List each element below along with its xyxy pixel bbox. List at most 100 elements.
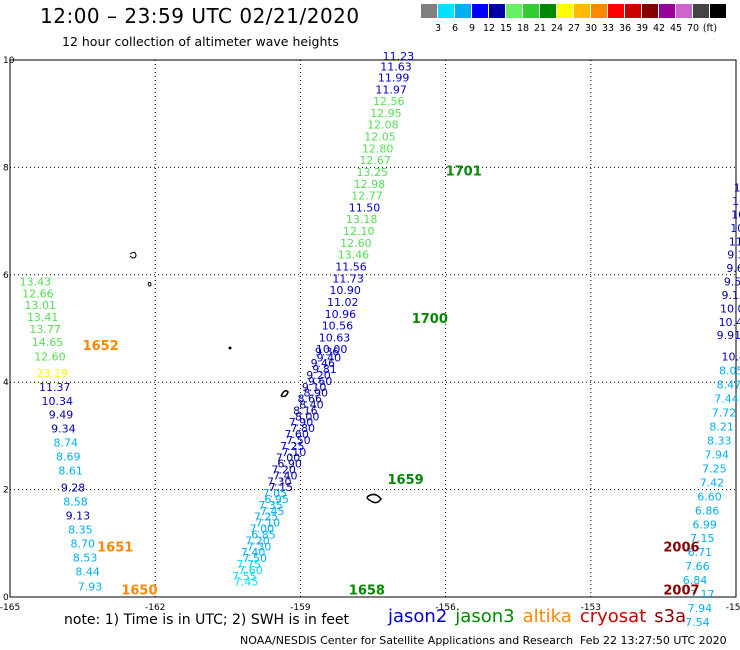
track-value: 7.10 [282,446,307,459]
track-value: 9.20 [306,369,331,382]
time-tag: 1650 [121,583,157,598]
track-value: 6.95 [264,493,289,506]
track-value: 13.43 [20,276,52,289]
track-value: 12.56 [373,95,405,108]
track-value: 11.23 [383,50,415,63]
track-value: 6.90 [277,458,302,471]
track-value: 8.53 [73,552,98,565]
scale-label: 3 [434,23,442,34]
track-value: 13.18 [346,213,378,226]
track-value: 7.25 [254,511,279,524]
x-tick-label: -150 [726,603,740,613]
track-value: 7.60 [284,428,309,441]
track-value: 12.95 [370,107,402,120]
legend-item-cryosat: cryosat [579,606,647,627]
track-value: 7.15 [269,481,294,494]
track-value: 7.30 [267,475,292,488]
track-value: 12.60 [34,351,65,364]
scale-swatch [710,4,726,18]
track-value: 7.94 [705,448,730,461]
track-value: 9.39 [727,249,740,262]
legend-item-jason3: jason3 [455,606,515,627]
island-shape [280,389,289,398]
time-tag: 1658 [349,583,385,598]
x-tick-label: -156 [435,603,456,613]
y-tick-label: 6 [3,271,9,281]
scale-swatch [421,4,437,18]
track-value: 23.19 [37,367,68,380]
track-value: 10. [731,208,740,221]
track-value: 7.30 [247,540,272,553]
y-tick-label: 0 [3,593,9,603]
track-value: 10.03 [720,302,740,315]
scale-label: 39 [635,23,649,34]
track-value: 7.45 [260,505,285,518]
y-tick-label: 2 [3,486,9,496]
track-value: 10.00 [316,343,348,356]
track-value: 12.67 [359,154,391,167]
track-value: 9.49 [49,409,74,422]
island-shape [228,346,232,350]
scale-label: 6 [451,23,459,34]
track-value: 7.20 [245,534,270,547]
scale-label: 27 [567,23,581,34]
x-tick-label: -165 [0,603,20,613]
track-value: 8.44 [75,566,100,579]
track-value: 9.51 [724,276,740,289]
track-value: 7.50 [243,552,268,565]
track-value: 7.10 [256,517,281,530]
generated-timestamp: Feb 22 13:27:50 UTC 2020 [580,634,727,647]
time-tag: 1700 [412,312,448,327]
track-value: 10.90 [329,284,361,297]
track-value: 9.46 [311,357,336,370]
track-value: 7.72 [712,407,737,420]
track-value: 7.93 [78,581,103,594]
map-subtitle: 12 hour collection of altimeter wave hei… [62,34,339,49]
track-value: 12.66 [22,287,53,300]
track-value: 7.60 [238,564,263,577]
time-tag: 1701 [446,164,482,179]
x-tick-label: -153 [581,603,601,613]
track-value: 11.99 [378,71,410,84]
scale-label: 36 [618,23,632,34]
track-value: 7.20 [271,463,296,476]
track-value: 12.05 [364,131,396,144]
time-tag: 1659 [388,473,424,488]
track-value: 10.9 [732,195,740,208]
track-value: 11.73 [332,272,364,285]
track-value: 7.42 [700,476,725,489]
track-value: 7.40 [241,546,265,559]
scale-label: 45 [669,23,683,34]
island-shape [147,281,152,287]
track-value: 8.90 [304,387,329,400]
y-tick-label: 4 [3,378,9,388]
legend-item-s3a: s3a [654,606,687,627]
scale-swatch [438,4,454,18]
track-value: 11 [734,182,740,195]
track-value: 11.50 [349,201,381,214]
track-value: 9.34 [51,423,76,436]
track-value: 7.55 [232,570,257,583]
track-value: 8.70 [71,538,96,551]
scale-label: 9 [468,23,476,34]
x-tick-label: -159 [290,603,311,613]
satellite-legend: jason2 jason3 altika cryosat s3a [388,606,694,627]
time-tag: 1651 [97,540,133,555]
scale-swatch [472,4,488,18]
track-value: 8.35 [68,524,93,537]
scale-label: 18 [516,23,530,34]
track-value: 12.60 [340,237,372,250]
scale-label: 21 [533,23,547,34]
track-value: 12.77 [351,190,383,203]
track-value: 10.34 [41,395,73,408]
track-value: 6.99 [692,518,717,531]
track-value: 7.00 [276,452,301,465]
track-value: 8.47 [717,379,740,392]
track-value: 6.85 [251,528,275,541]
track-value: 11.56 [335,261,367,274]
track-value: 12.08 [367,119,399,132]
track-value: 12.10 [343,225,375,238]
scale-swatch [676,4,692,18]
track-value: 9.60 [308,375,333,388]
track-value: 9.61 [726,262,740,275]
